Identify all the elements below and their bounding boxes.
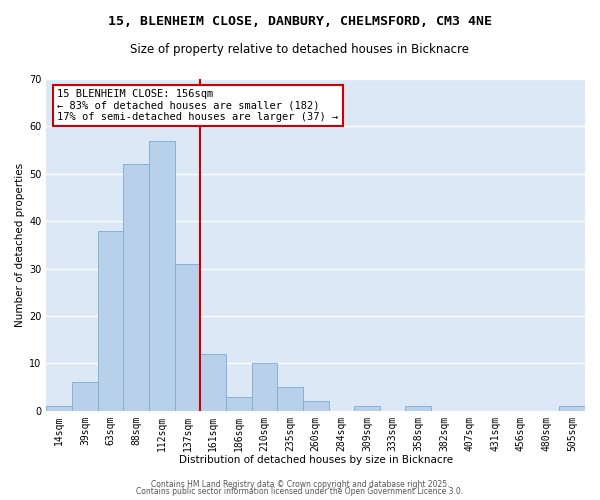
Bar	[46, 406, 72, 410]
Text: 15, BLENHEIM CLOSE, DANBURY, CHELMSFORD, CM3 4NE: 15, BLENHEIM CLOSE, DANBURY, CHELMSFORD,…	[108, 15, 492, 28]
Text: Size of property relative to detached houses in Bicknacre: Size of property relative to detached ho…	[131, 42, 470, 56]
Bar	[303, 401, 329, 410]
Bar	[354, 406, 380, 410]
Bar	[226, 396, 251, 410]
Bar	[277, 387, 303, 410]
Text: 15 BLENHEIM CLOSE: 156sqm
← 83% of detached houses are smaller (182)
17% of semi: 15 BLENHEIM CLOSE: 156sqm ← 83% of detac…	[57, 89, 338, 122]
Text: Contains public sector information licensed under the Open Government Licence 3.: Contains public sector information licen…	[136, 487, 464, 496]
Text: Contains HM Land Registry data © Crown copyright and database right 2025.: Contains HM Land Registry data © Crown c…	[151, 480, 449, 489]
Bar	[149, 140, 175, 410]
Bar	[559, 406, 585, 410]
X-axis label: Distribution of detached houses by size in Bicknacre: Distribution of detached houses by size …	[179, 455, 453, 465]
Bar	[72, 382, 98, 410]
Bar	[124, 164, 149, 410]
Bar	[175, 264, 200, 410]
Bar	[200, 354, 226, 410]
Bar	[98, 230, 124, 410]
Bar	[406, 406, 431, 410]
Bar	[251, 364, 277, 410]
Y-axis label: Number of detached properties: Number of detached properties	[15, 163, 25, 327]
